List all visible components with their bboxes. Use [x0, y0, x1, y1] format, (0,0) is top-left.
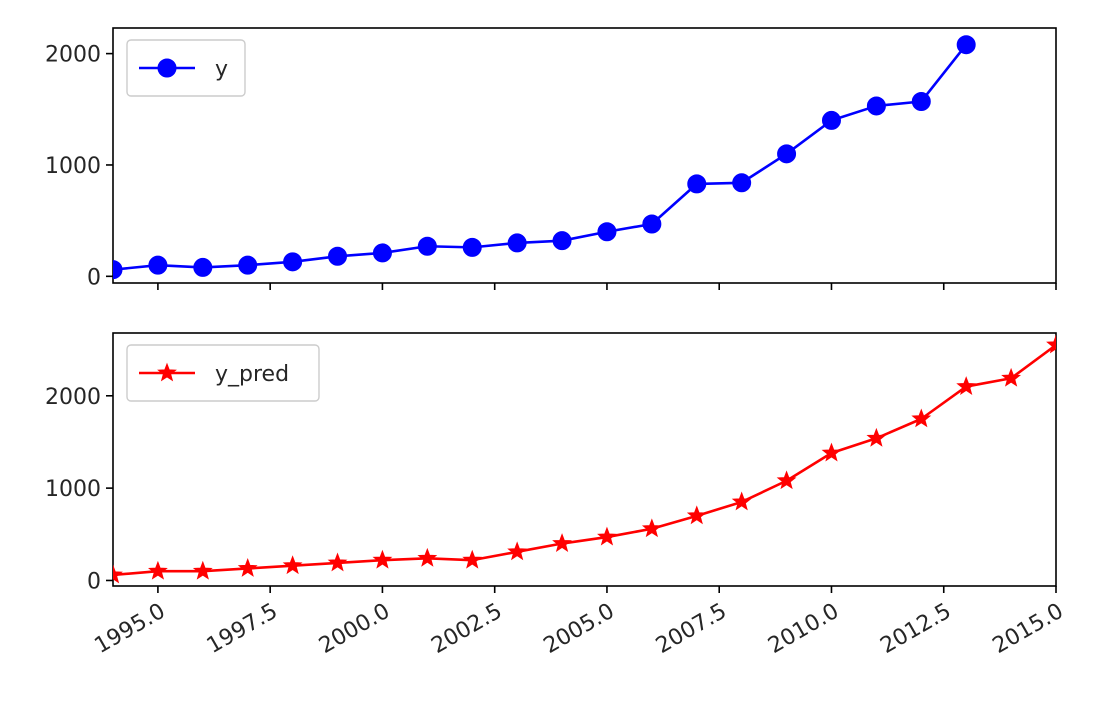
- x-tick-label: 1995.0: [91, 599, 170, 659]
- x-tick-label: 2012.5: [876, 599, 955, 659]
- data-point-y: [148, 255, 168, 275]
- subplot-2: 0 1000 2000 1995.0 1997.5 2000.0 2002.5 2005.0 2…: [45, 332, 1068, 659]
- x-tick-label: 1997.5: [203, 599, 282, 659]
- data-point-y: [193, 257, 213, 277]
- data-point-y_pred: [237, 558, 258, 577]
- plot-frame: [112, 332, 1057, 587]
- data-point-y_pred: [552, 533, 572, 552]
- data-point-y_pred: [731, 491, 752, 511]
- data-point-y: [687, 174, 707, 194]
- data-point-y_pred: [192, 560, 213, 580]
- data-point-y_pred: [597, 526, 617, 546]
- data-point-y: [372, 243, 392, 263]
- data-point-y: [911, 91, 931, 111]
- data-point-y_pred: [507, 541, 528, 561]
- data-point-y_pred: [282, 555, 303, 575]
- data-point-y_pred: [113, 564, 123, 584]
- legend-marker: [157, 362, 177, 382]
- series-y: [113, 35, 976, 280]
- data-point-y: [777, 144, 797, 164]
- data-point-y: [113, 260, 123, 280]
- data-point-y_pred: [776, 470, 797, 490]
- data-point-y: [866, 96, 886, 116]
- data-point-y: [462, 237, 482, 257]
- subplot-1: 0 1000 2000 y: [45, 27, 1057, 290]
- data-point-y_pred: [956, 376, 977, 395]
- legend-box: [126, 344, 320, 402]
- data-point-y_pred: [417, 547, 438, 567]
- legend-label: y_pred: [215, 362, 289, 387]
- data-point-y_pred: [866, 427, 887, 447]
- data-point-y_pred: [686, 505, 707, 525]
- legend: y_pred: [126, 344, 320, 402]
- legend: y: [126, 39, 246, 97]
- data-point-y_pred: [372, 549, 393, 569]
- data-point-y: [552, 231, 572, 251]
- y-tick-label: 0: [87, 569, 101, 594]
- data-point-y_pred: [1001, 367, 1021, 387]
- data-point-y: [821, 110, 841, 130]
- plot-frame: [112, 27, 1057, 284]
- y-tick-label: 2000: [45, 43, 101, 68]
- data-point-y: [642, 214, 662, 234]
- data-point-y: [597, 222, 617, 242]
- data-point-y: [732, 173, 752, 193]
- data-point-y: [417, 236, 437, 256]
- data-point-y_pred: [641, 518, 662, 538]
- x-tick-label: 2007.5: [652, 599, 731, 659]
- data-point-y: [956, 35, 976, 55]
- y-tick-label: 2000: [45, 385, 101, 410]
- series-y_pred: [113, 334, 1056, 584]
- y-tick-label: 0: [87, 265, 101, 290]
- data-point-y: [238, 255, 258, 275]
- x-tick-label: 2002.5: [427, 599, 506, 659]
- data-point-y_pred: [327, 552, 348, 572]
- x-tick-label: 2015.0: [989, 599, 1068, 659]
- data-point-y: [283, 252, 303, 272]
- legend-label: y: [215, 57, 228, 82]
- x-tick-label: 2010.0: [764, 599, 843, 659]
- x-tick-label: 2005.0: [540, 599, 619, 659]
- data-point-y_pred: [911, 408, 932, 428]
- data-point-y_pred: [821, 442, 842, 462]
- data-point-y_pred: [462, 549, 483, 569]
- legend-marker: [157, 58, 177, 78]
- data-point-y: [328, 246, 348, 266]
- series-line-y_pred: [113, 343, 1056, 577]
- data-point-y: [507, 233, 527, 253]
- y-tick-label: 1000: [45, 477, 101, 502]
- x-tick-label: 2000.0: [315, 599, 394, 659]
- data-point-y_pred: [1046, 334, 1056, 354]
- y-tick-label: 1000: [45, 154, 101, 179]
- data-point-y_pred: [148, 560, 168, 580]
